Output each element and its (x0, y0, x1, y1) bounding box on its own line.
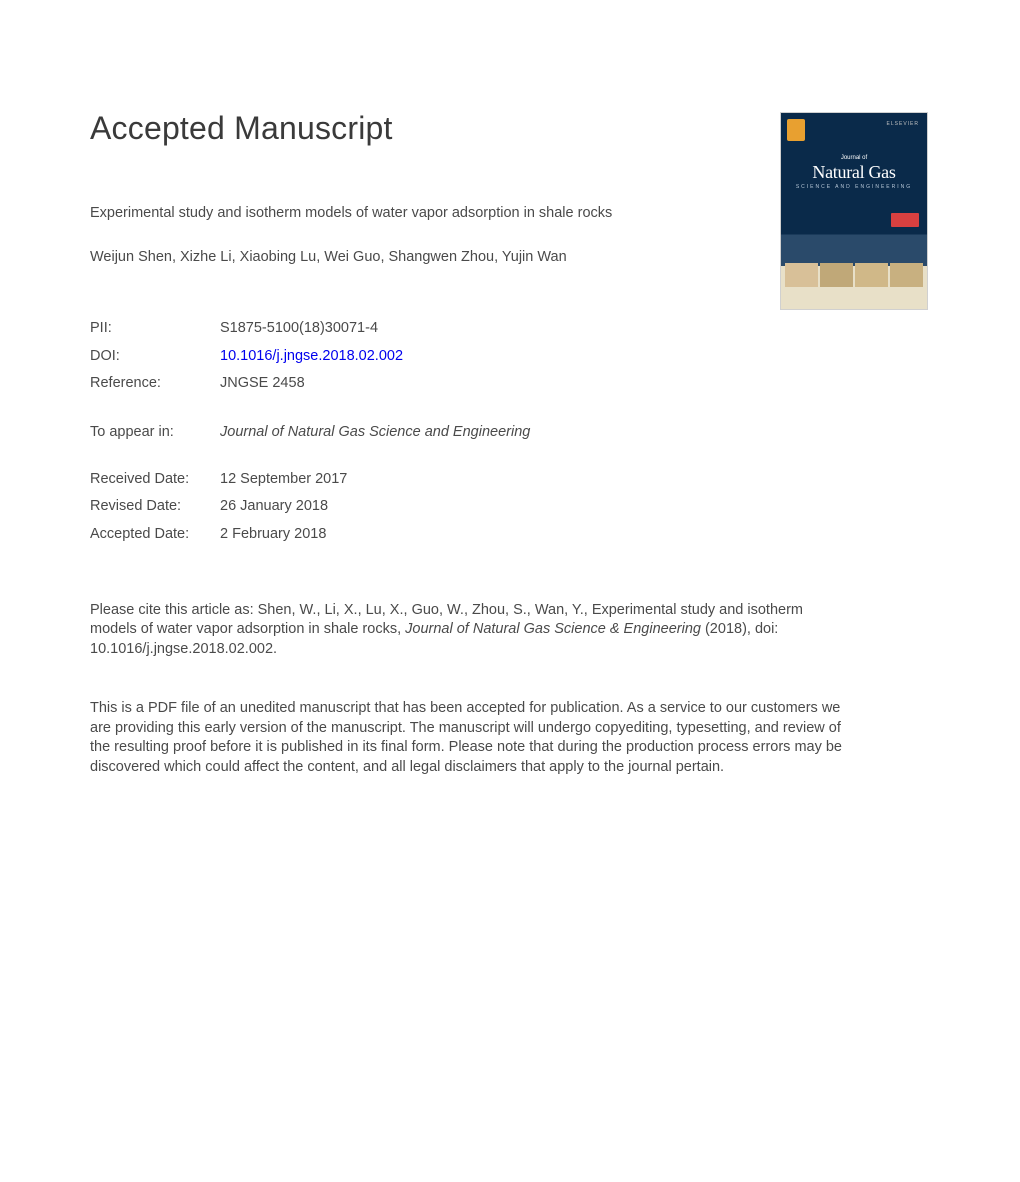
journal-cover-thumbnail: ELSEVIER Journal of Natural Gas SCIENCE … (780, 112, 928, 310)
doi-row: DOI: 10.1016/j.jngse.2018.02.002 (90, 343, 930, 371)
cover-title-block: Journal of Natural Gas SCIENCE AND ENGIN… (781, 155, 927, 190)
received-row: Received Date: 12 September 2017 (90, 466, 930, 494)
reference-row: Reference: JNGSE 2458 (90, 370, 930, 398)
doi-link[interactable]: 10.1016/j.jngse.2018.02.002 (220, 343, 403, 371)
revised-value: 26 January 2018 (220, 493, 328, 521)
cover-main-title: Natural Gas (781, 162, 927, 183)
accepted-label: Accepted Date: (90, 521, 220, 549)
doi-label: DOI: (90, 343, 220, 371)
pii-value: S1875-5100(18)30071-4 (220, 315, 378, 343)
to-appear-label: To appear in: (90, 424, 220, 440)
cover-image-strip (785, 263, 923, 287)
received-value: 12 September 2017 (220, 466, 347, 494)
reference-label: Reference: (90, 370, 220, 398)
dates-table: Received Date: 12 September 2017 Revised… (90, 466, 930, 549)
to-appear-journal: Journal of Natural Gas Science and Engin… (220, 424, 530, 440)
reference-value: JNGSE 2458 (220, 370, 305, 398)
citation-journal: Journal of Natural Gas Science & Enginee… (405, 621, 701, 637)
elsevier-label: ELSEVIER (887, 121, 919, 127)
cover-subtitle: SCIENCE AND ENGINEERING (781, 184, 927, 190)
revised-row: Revised Date: 26 January 2018 (90, 493, 930, 521)
cover-badge (891, 213, 919, 227)
identifier-table: PII: S1875-5100(18)30071-4 DOI: 10.1016/… (90, 315, 930, 398)
pii-row: PII: S1875-5100(18)30071-4 (90, 315, 930, 343)
accepted-value: 2 February 2018 (220, 521, 326, 549)
disclaimer-text: This is a PDF file of an unedited manusc… (90, 699, 850, 777)
received-label: Received Date: (90, 466, 220, 494)
to-appear-row: To appear in: Journal of Natural Gas Sci… (90, 424, 930, 440)
accepted-row: Accepted Date: 2 February 2018 (90, 521, 930, 549)
elsevier-tree-icon (787, 119, 805, 141)
pii-label: PII: (90, 315, 220, 343)
revised-label: Revised Date: (90, 493, 220, 521)
cover-pretitle: Journal of (781, 155, 927, 161)
manuscript-page: ELSEVIER Journal of Natural Gas SCIENCE … (0, 0, 1020, 778)
citation-text: Please cite this article as: Shen, W., L… (90, 601, 850, 660)
